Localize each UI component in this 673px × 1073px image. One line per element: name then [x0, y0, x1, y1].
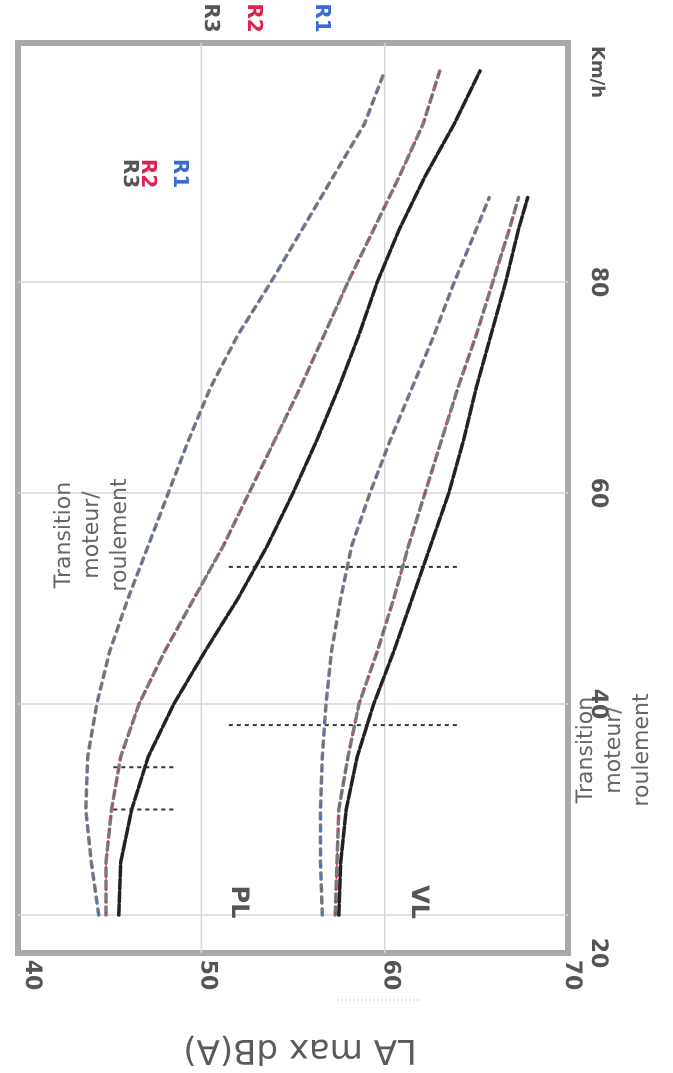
line-VL-R1 [84, 69, 387, 917]
plot-frame [15, 40, 571, 956]
annotation-line-VL: moteur/ [601, 706, 626, 794]
annotation-line-PL: Transition [51, 482, 76, 589]
x-tick-label: 60 [586, 478, 611, 509]
series-label-PL-R2: R2 [137, 159, 161, 188]
y-tick-label: 60 [379, 960, 404, 991]
line-VL-R2 [104, 69, 442, 917]
series-layer [84, 69, 530, 917]
x-tick-label: 20 [586, 938, 611, 969]
line-PL-R2-color [334, 197, 520, 916]
grid-layer [18, 43, 568, 953]
group-label-PL: PL [226, 886, 254, 919]
x-tick-label: 40 [586, 689, 611, 720]
series-label-VL-R1: R1 [311, 3, 335, 32]
y-tick-label: 70 [560, 960, 585, 991]
series-label-PL-R3: R3 [119, 159, 143, 188]
annotation-line-VL: Transition [573, 697, 598, 804]
series-label-PL-R1: R1 [169, 159, 193, 188]
tick-layer: 20 40 60 80 Km/h 40 50 60 70 [20, 46, 611, 990]
annotation-line-PL: roulement [107, 478, 132, 592]
series-label-VL-R2: R2 [243, 3, 267, 32]
y-tick-label: 50 [195, 960, 220, 991]
line-PL-R3 [337, 195, 530, 917]
series-label-VL-R3: R3 [200, 3, 224, 32]
transition-marker-layer [113, 565, 458, 811]
x-unit-label: Km/h [587, 46, 608, 98]
line-VL-R3 [117, 69, 482, 917]
x-tick-label: 80 [586, 267, 611, 298]
group-label-VL: VL [406, 885, 434, 919]
line-PL-R1 [318, 195, 491, 917]
annotation-line-PL: moteur/ [79, 491, 104, 579]
y-tick-label: 40 [20, 960, 45, 991]
annotation-line-VL: roulement [629, 693, 654, 807]
y-axis-label: LA max dB(A) [183, 1031, 416, 1071]
